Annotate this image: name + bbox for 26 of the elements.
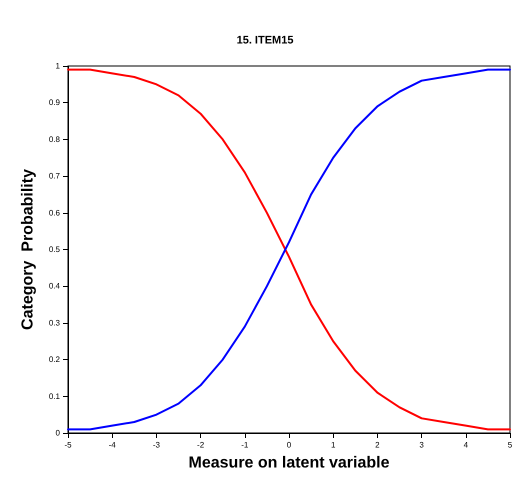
x-tick-label: -4 [108, 440, 116, 450]
y-tick-label: 0.8 [48, 134, 61, 144]
y-tick-label: 0.4 [48, 282, 61, 291]
y-tick-label: 1 [56, 62, 61, 70]
line-series [67, 68, 511, 430]
y-tick-label: 0.3 [48, 318, 61, 328]
x-tick-label: 4 [464, 440, 469, 450]
chart-title: 15. ITEM15 [236, 34, 294, 46]
y-tick-label: 0.1 [48, 392, 61, 401]
x-tick-label: -1 [241, 440, 249, 450]
y-tick-label: 0.7 [48, 172, 61, 181]
y-tick-label: 0.6 [48, 208, 61, 218]
x-tick-label: 0 [286, 440, 292, 450]
x-tick-label: -3 [152, 440, 160, 450]
x-tick-label: 5 [508, 440, 513, 450]
x-axis-title: Measure on latent variable [188, 454, 390, 472]
x-tick-label: 1 [330, 440, 336, 450]
x-tick-label: 3 [419, 440, 424, 450]
y-tick-label: 0.2 [48, 355, 61, 364]
y-axis-title: Category Probability [20, 168, 36, 330]
x-tick-label: -5 [64, 440, 72, 450]
y-tick-label: 0 [56, 428, 61, 438]
y-tick-label: 0.9 [48, 98, 61, 108]
x-tick-label: -2 [197, 440, 205, 450]
x-tick-label: 2 [375, 440, 380, 450]
y-tick-label: 0.5 [48, 245, 61, 254]
